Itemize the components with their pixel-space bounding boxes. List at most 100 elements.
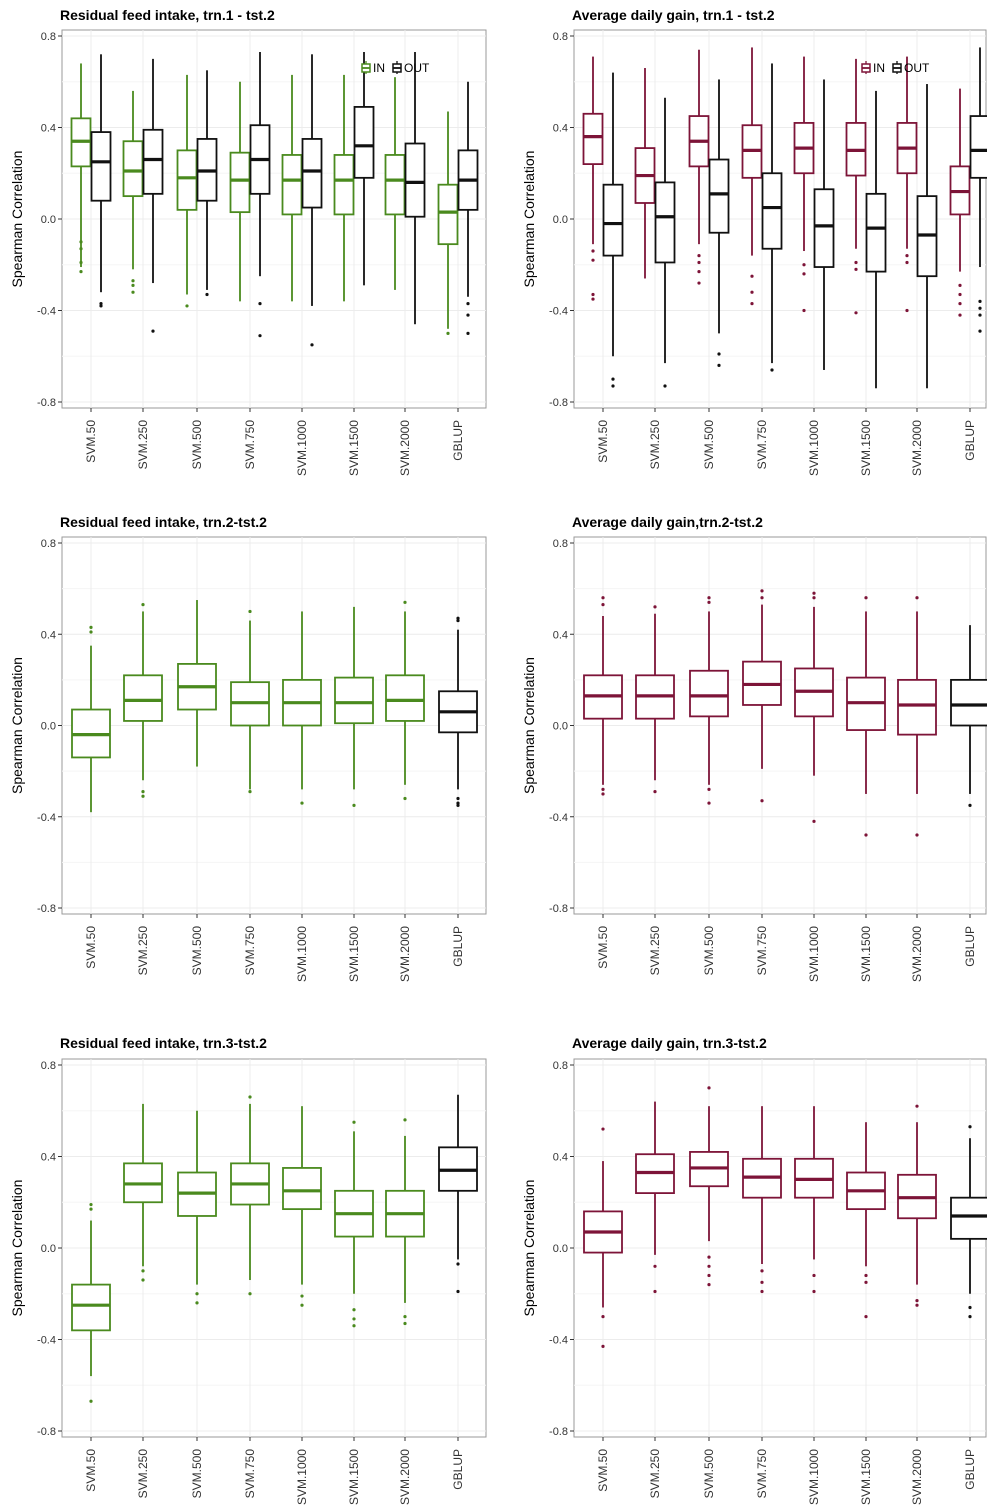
y-tick-label: 0.8 (553, 1060, 568, 1072)
box-iqr (865, 192, 887, 273)
box-iqr (90, 131, 112, 202)
outlier-point (854, 260, 858, 265)
x-tick-label: SVM.500 (702, 420, 716, 470)
box-SVM.250-IN (634, 68, 656, 279)
y-tick-label: 0.4 (553, 1152, 568, 1164)
box-SVM.50-OUT (90, 54, 112, 308)
box-SVM.50-IN (582, 56, 604, 301)
legend-label: IN (873, 61, 885, 75)
outlier-point (760, 589, 764, 593)
outlier-point (300, 1294, 304, 1298)
x-tick-label: GBLUP (963, 926, 977, 967)
outlier-point (141, 1278, 145, 1282)
outlier-point (131, 290, 135, 294)
outlier-point (707, 1086, 711, 1090)
y-tick-label: 0.0 (41, 1243, 56, 1255)
box-SVM.1000 (282, 1106, 322, 1307)
chart-title: Residual feed intake, trn.2-tst.2 (60, 514, 267, 530)
outlier-point (750, 302, 754, 306)
outlier-point (248, 609, 252, 614)
outlier-point (403, 1321, 407, 1326)
outlier-point (958, 302, 962, 306)
outlier-point (258, 334, 262, 338)
box-SVM.250 (123, 1103, 163, 1282)
outlier-point (653, 605, 657, 609)
box-iqr (301, 138, 323, 209)
outlier-point (812, 1273, 816, 1278)
outlier-point (456, 618, 460, 623)
outlier-point (591, 258, 595, 262)
outlier-point (591, 292, 595, 297)
outlier-point (802, 308, 806, 313)
y-tick-label: -0.4 (549, 1335, 568, 1347)
box-iqr (950, 1196, 987, 1240)
outlier-point (248, 1095, 252, 1099)
legend: IN OUT (861, 61, 930, 75)
outlier-point (99, 302, 103, 306)
box-iqr (282, 1167, 322, 1211)
x-tick-label: SVM.1500 (347, 1449, 361, 1505)
outlier-point (456, 1262, 460, 1266)
outlier-point (978, 313, 982, 317)
box-SVM.500-OUT (708, 79, 730, 367)
outlier-point (697, 254, 701, 258)
box-SVM.250 (635, 605, 675, 794)
outlier-point (195, 1292, 199, 1296)
x-tick-label: SVM.50 (84, 1449, 98, 1492)
box-iqr (437, 183, 459, 246)
box-SVM.1000-OUT (301, 54, 323, 347)
box-SVM.50-IN (70, 63, 92, 274)
box-iqr (176, 149, 198, 211)
x-tick-label: SVM.50 (596, 1449, 610, 1492)
x-tick-label: SVM.1000 (807, 1449, 821, 1505)
y-tick-label: -0.4 (37, 1335, 56, 1347)
x-tick-label: SVM.500 (190, 420, 204, 470)
box-SVM.1000 (794, 591, 834, 823)
outlier-point (79, 270, 83, 274)
outlier-point (915, 596, 919, 600)
outlier-point (707, 1255, 711, 1259)
outlier-point (717, 363, 721, 367)
x-tick-label: SVM.1000 (807, 926, 821, 982)
y-tick-label: -0.4 (37, 306, 56, 318)
outlier-point (707, 1264, 711, 1268)
outlier-point (141, 1269, 145, 1273)
outlier-point (403, 796, 407, 801)
outlier-point (663, 384, 667, 388)
box-SVM.50 (71, 625, 111, 813)
box-SVM.250 (635, 1101, 675, 1294)
outlier-point (79, 240, 83, 244)
y-tick-label: 0.8 (41, 1060, 56, 1072)
chart-title: Average daily gain,trn.2-tst.2 (572, 514, 763, 530)
outlier-point (601, 1127, 605, 1131)
y-tick-label: 0.4 (41, 123, 56, 135)
y-tick-label: 0.4 (553, 123, 568, 135)
outlier-point (310, 343, 314, 347)
x-tick-label: SVM.2000 (910, 926, 924, 982)
outlier-point (905, 254, 909, 258)
outlier-point (89, 625, 93, 630)
x-tick-label: SVM.500 (702, 1449, 716, 1499)
outlier-point (854, 267, 858, 271)
box-GBLUP (438, 616, 478, 807)
box-SVM.1000 (282, 611, 322, 805)
outlier-point (456, 796, 460, 801)
y-tick-label: 0.0 (41, 721, 56, 733)
box-iqr (281, 154, 303, 216)
y-axis-label: Spearman Correlation (521, 657, 537, 794)
outlier-point (151, 329, 155, 333)
y-tick-label: 0.8 (553, 31, 568, 43)
outlier-point (915, 1299, 919, 1303)
box-iqr (689, 669, 729, 718)
outlier-point (352, 1317, 356, 1321)
x-tick-label: SVM.750 (243, 420, 257, 470)
y-axis-label: Spearman Correlation (9, 1180, 25, 1317)
box-SVM.2000-IN (384, 77, 406, 290)
x-tick-label: SVM.1500 (859, 926, 873, 982)
chart-title: Residual feed intake, trn.3-tst.2 (60, 1035, 267, 1051)
x-tick-label: GBLUP (451, 1449, 465, 1490)
outlier-point (141, 602, 145, 607)
outlier-point (601, 1344, 605, 1348)
outlier-point (131, 283, 135, 287)
x-tick-label: SVM.2000 (398, 1449, 412, 1505)
